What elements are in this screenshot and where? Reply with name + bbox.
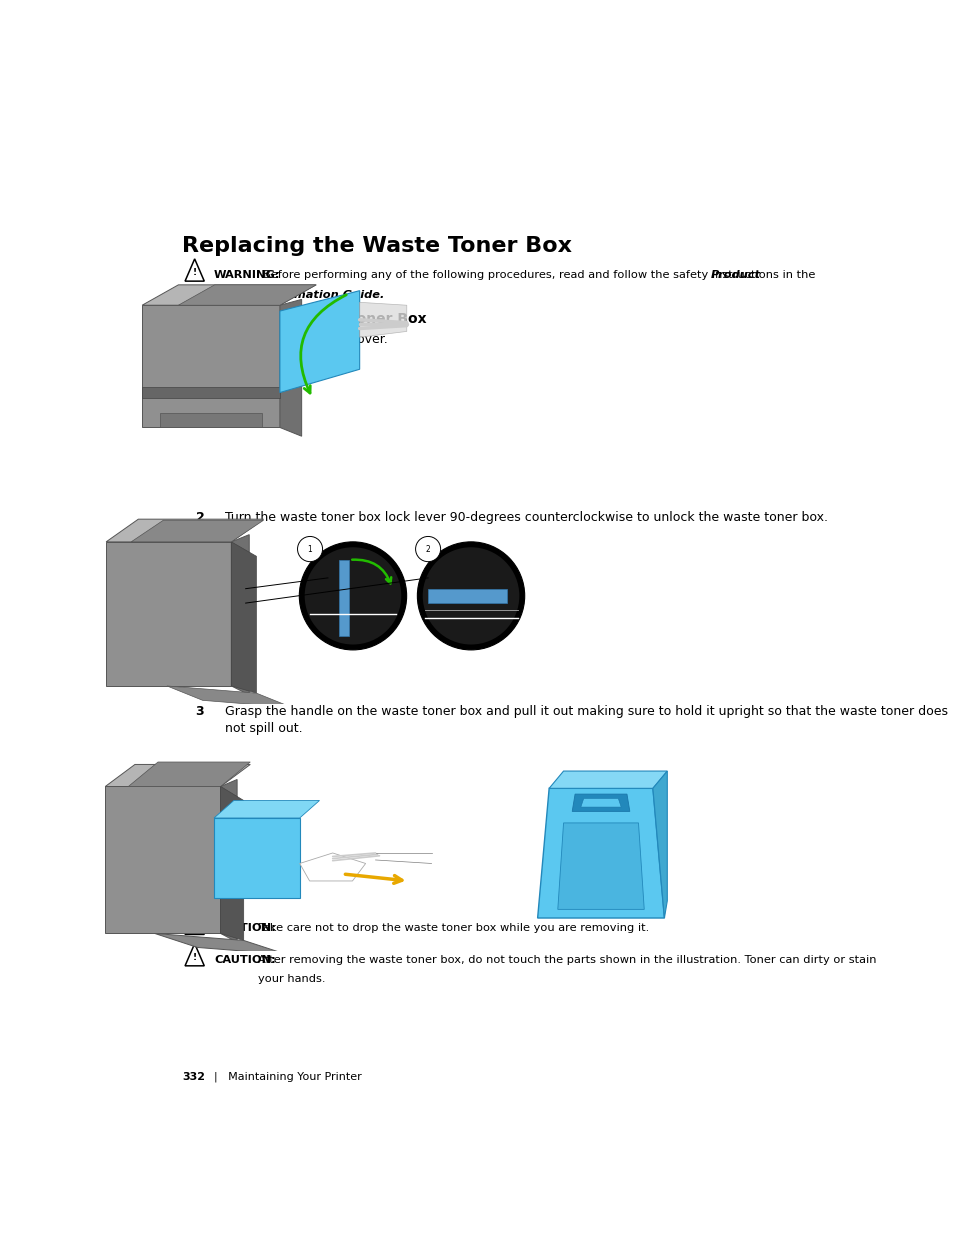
Polygon shape (299, 853, 365, 881)
Text: Information Guide.: Information Guide. (263, 290, 384, 300)
Polygon shape (428, 589, 506, 603)
Polygon shape (558, 823, 643, 909)
Text: 1: 1 (308, 545, 312, 553)
Text: Removing the Waste Toner Box: Removing the Waste Toner Box (182, 311, 426, 326)
Polygon shape (580, 799, 620, 808)
Circle shape (299, 542, 406, 650)
Circle shape (416, 542, 524, 650)
Circle shape (422, 547, 518, 645)
Circle shape (297, 536, 322, 562)
Polygon shape (106, 542, 231, 685)
Polygon shape (279, 299, 301, 436)
Polygon shape (213, 818, 299, 899)
Polygon shape (154, 934, 286, 955)
Text: Open the right side cover.: Open the right side cover. (225, 332, 387, 346)
Polygon shape (220, 787, 243, 941)
Polygon shape (213, 800, 319, 818)
Text: CAUTION:: CAUTION: (213, 924, 275, 934)
Polygon shape (279, 290, 359, 393)
Text: !: ! (193, 952, 196, 962)
Text: After removing the waste toner box, do not touch the parts shown in the illustra: After removing the waste toner box, do n… (258, 955, 876, 965)
FancyArrowPatch shape (352, 559, 391, 583)
Text: !: ! (193, 921, 196, 930)
Text: !: ! (193, 268, 196, 277)
Text: Turn the waste toner box lock lever 90-degrees counterclockwise to unlock the wa: Turn the waste toner box lock lever 90-d… (225, 511, 827, 525)
Circle shape (416, 536, 440, 562)
Polygon shape (105, 764, 250, 787)
Polygon shape (105, 787, 220, 934)
Text: 1: 1 (195, 332, 204, 346)
Polygon shape (129, 762, 250, 787)
Text: Grasp the handle on the waste toner box and pull it out making sure to hold it u: Grasp the handle on the waste toner box … (225, 704, 947, 718)
Text: Take care not to drop the waste toner box while you are removing it.: Take care not to drop the waste toner bo… (258, 924, 649, 934)
Polygon shape (549, 771, 666, 788)
Polygon shape (652, 771, 666, 918)
Polygon shape (220, 779, 237, 942)
Text: 332: 332 (182, 1072, 205, 1082)
Text: 2: 2 (425, 545, 430, 553)
Text: Before performing any of the following procedures, read and follow the safety in: Before performing any of the following p… (263, 270, 819, 280)
Text: 2: 2 (195, 511, 204, 525)
Polygon shape (106, 519, 263, 542)
Text: Replacing the Waste Toner Box: Replacing the Waste Toner Box (182, 236, 572, 256)
Polygon shape (142, 305, 279, 427)
Polygon shape (537, 788, 663, 918)
Polygon shape (167, 685, 292, 708)
Polygon shape (231, 535, 249, 695)
Text: not spill out.: not spill out. (225, 721, 302, 735)
Polygon shape (160, 412, 261, 427)
Text: 3: 3 (195, 704, 204, 718)
Polygon shape (231, 542, 256, 693)
Polygon shape (142, 285, 315, 305)
Text: WARNING:: WARNING: (213, 270, 280, 280)
FancyArrowPatch shape (300, 295, 346, 393)
Text: |   Maintaining Your Printer: | Maintaining Your Printer (207, 1072, 361, 1082)
Polygon shape (131, 520, 263, 542)
FancyArrowPatch shape (345, 874, 401, 883)
Text: Product: Product (710, 270, 760, 280)
Text: your hands.: your hands. (258, 973, 325, 983)
Polygon shape (338, 559, 349, 636)
Circle shape (304, 547, 401, 645)
Polygon shape (178, 285, 315, 305)
Text: CAUTION:: CAUTION: (213, 955, 275, 965)
Polygon shape (359, 303, 406, 337)
Polygon shape (572, 794, 629, 811)
Polygon shape (142, 387, 279, 399)
